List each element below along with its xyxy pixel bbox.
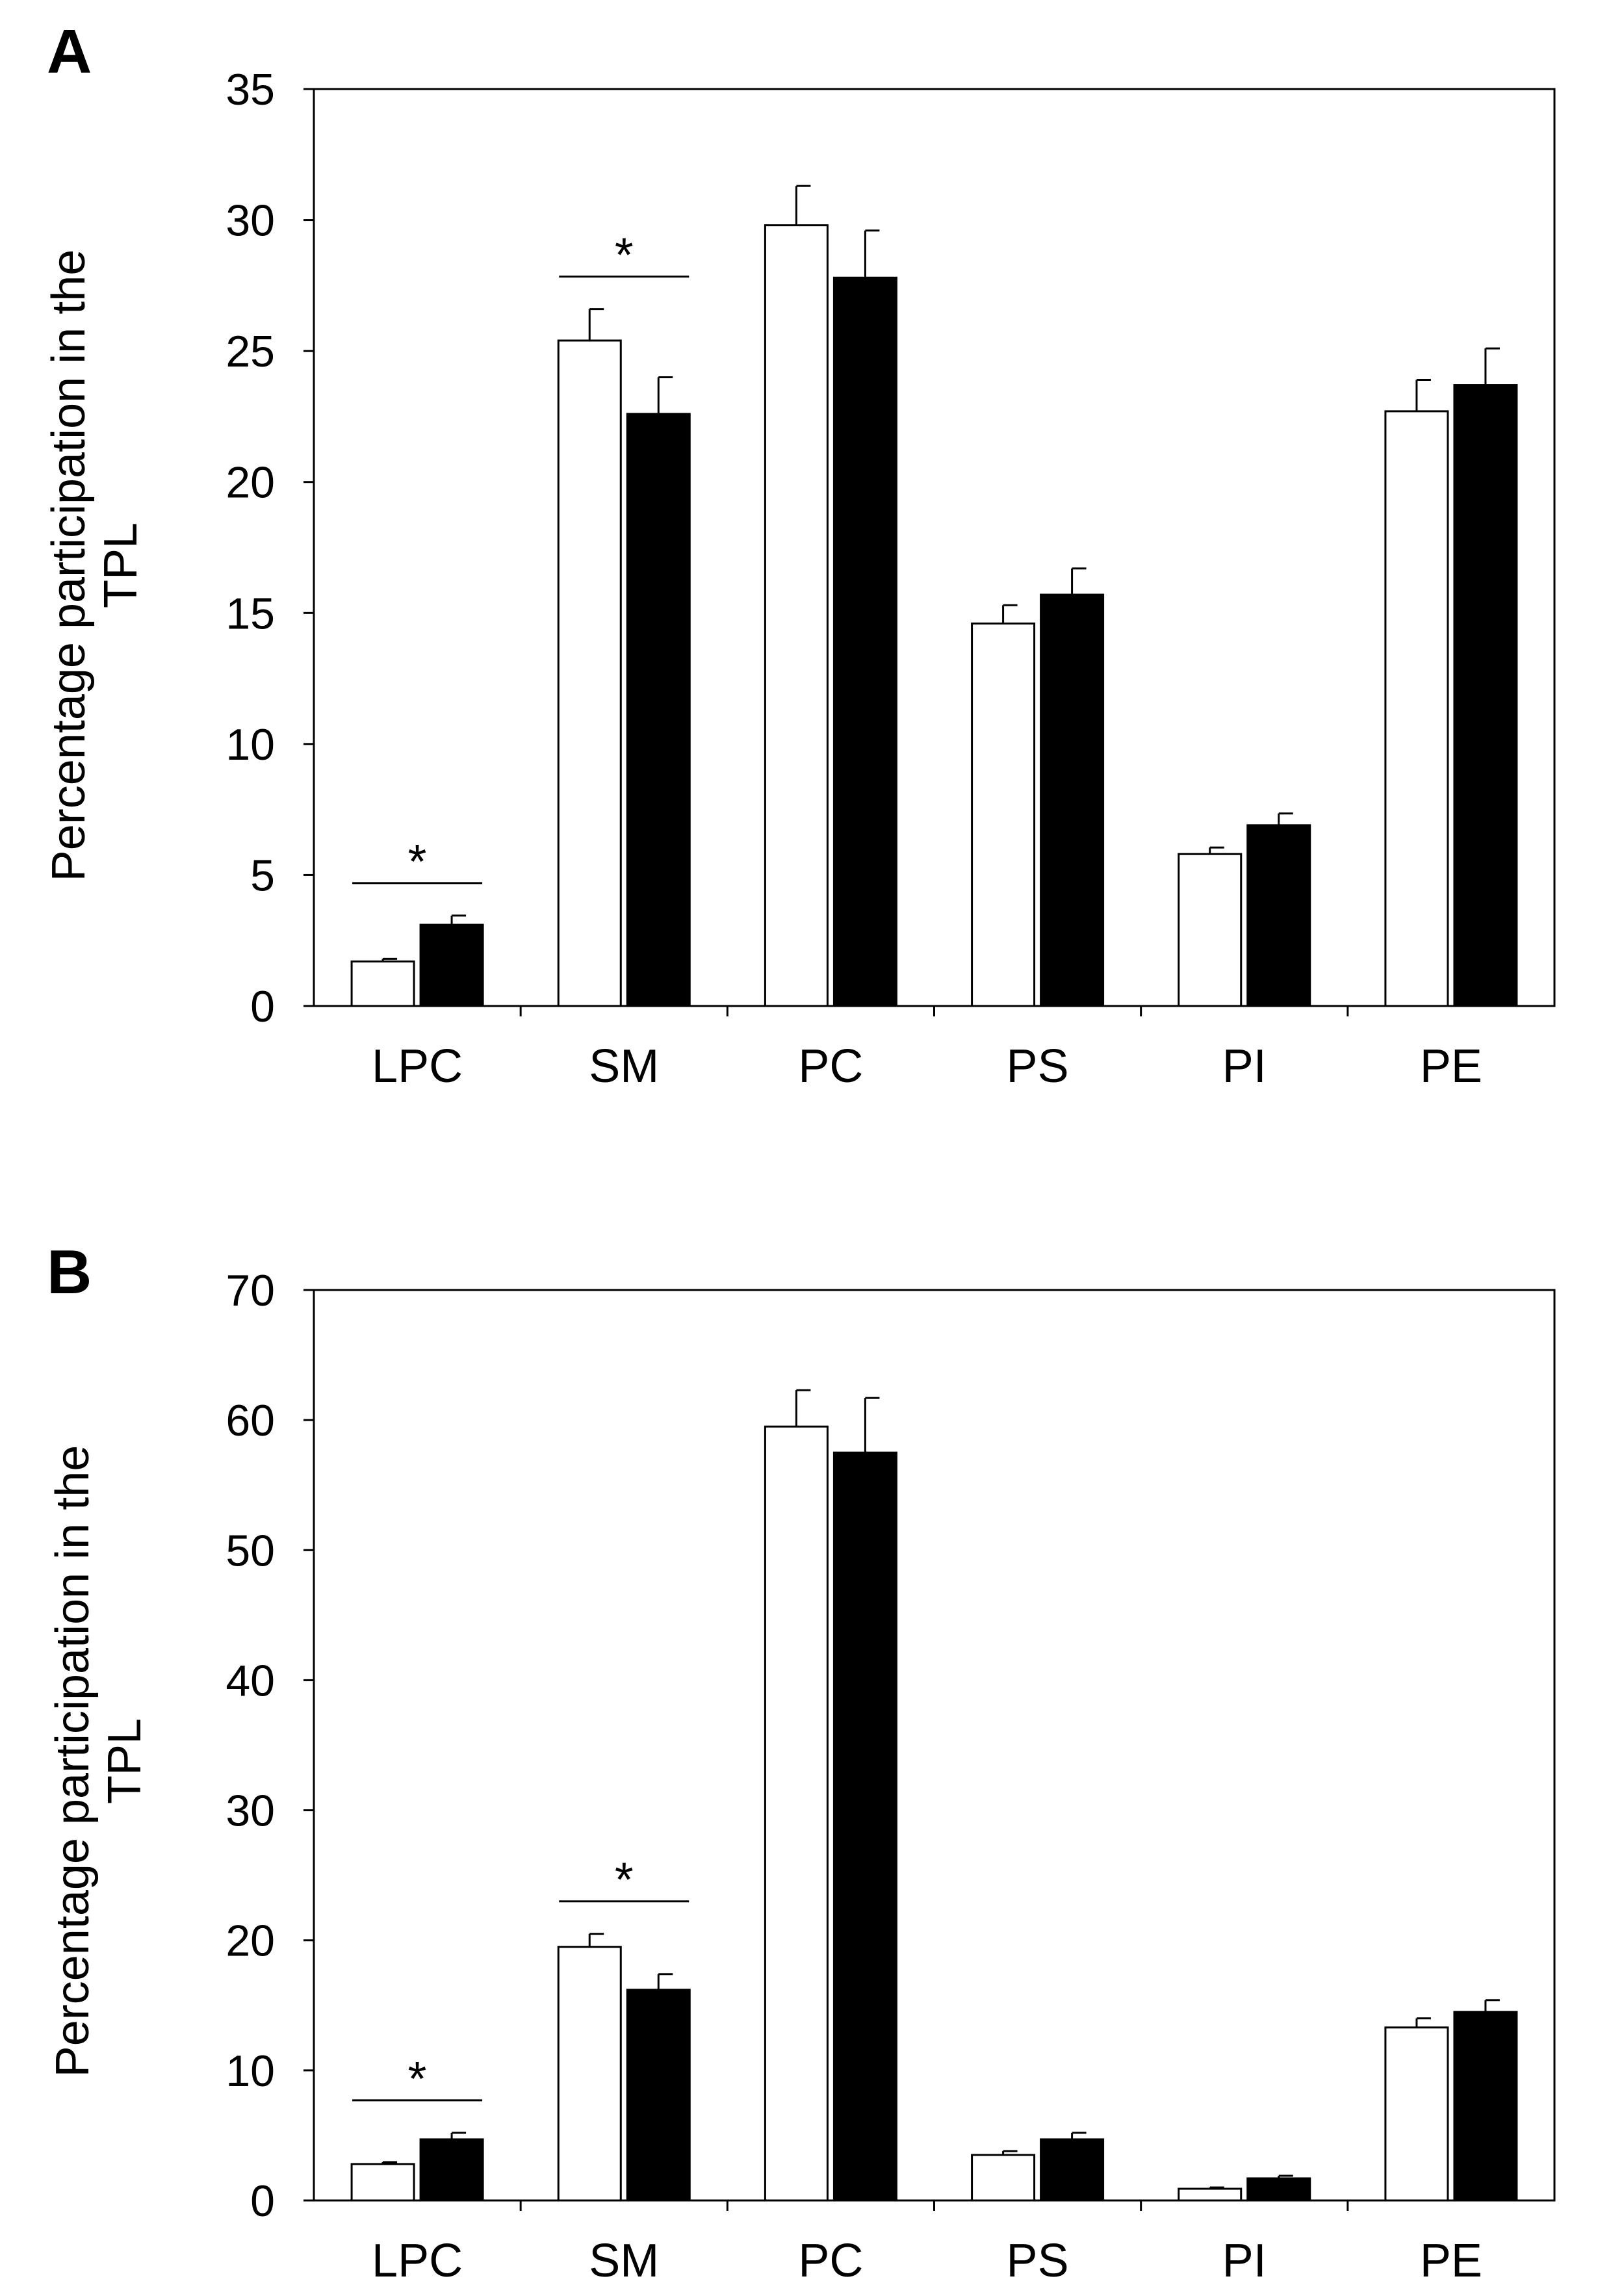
y-tick-label: 20 (226, 458, 275, 508)
y-axis-title: Percentage participation in the (43, 250, 95, 882)
plot-frame (313, 1289, 1556, 2202)
bar-filled (832, 276, 897, 1007)
bar-filled (626, 413, 691, 1007)
category-label: PS (1007, 1040, 1069, 1092)
bar-open (350, 960, 415, 1007)
bar-open (1178, 853, 1243, 1007)
panel-label-b: B (47, 1237, 92, 1307)
y-axis-title: TPL (95, 522, 147, 608)
bar-filled (1453, 2011, 1518, 2202)
bar-filled (1040, 2138, 1105, 2202)
category-label: PS (1007, 2235, 1069, 2287)
bar-open (557, 339, 622, 1007)
panel-a: A 0 5 10 15 20 25 30 35 Percentage participation… (43, 17, 1556, 1092)
significance-star: * (615, 228, 634, 282)
bar-open (764, 224, 829, 1007)
y-tick-label: 0 (250, 2176, 275, 2226)
bar-open (764, 1425, 829, 2202)
category-label: PE (1420, 1040, 1482, 1092)
y-tick-label: 5 (250, 851, 275, 900)
bar-filled (626, 1989, 691, 2202)
bar-open (971, 2154, 1036, 2202)
bar-filled (1246, 2177, 1311, 2202)
panel-b: B 0 10 20 30 40 50 60 70 Percentage participatio… (47, 1237, 1556, 2287)
bar-filled (1040, 593, 1105, 1007)
category-label: SM (589, 2235, 659, 2287)
category-label: PI (1222, 1040, 1267, 1092)
bar-open (1384, 2026, 1449, 2202)
y-tick-label: 60 (226, 1396, 275, 1445)
bar-filled (419, 923, 484, 1007)
y-tick-label: 10 (226, 2046, 275, 2096)
y-tick-label: 25 (226, 327, 275, 376)
y-tick-label: 10 (226, 720, 275, 769)
bar-open (350, 2163, 415, 2202)
significance-star: * (615, 1853, 634, 1907)
bar-filled (419, 2138, 484, 2202)
y-tick-label: 30 (226, 196, 275, 246)
category-label: PC (798, 1040, 863, 1092)
category-label: LPC (372, 1040, 463, 1092)
bar-open (1178, 2187, 1243, 2202)
y-tick-label: 0 (250, 982, 275, 1031)
significance-star: * (408, 834, 427, 888)
category-label: PI (1222, 2235, 1267, 2287)
bar-filled (832, 1451, 897, 2202)
panel-label-a: A (47, 17, 92, 86)
bar-open (557, 1946, 622, 2202)
y-tick-label: 20 (226, 1916, 275, 1966)
category-label: PE (1420, 2235, 1482, 2287)
y-tick-label: 50 (226, 1526, 275, 1575)
category-label: PC (798, 2235, 863, 2287)
plot-frame (313, 88, 1556, 1007)
y-tick-label: 70 (226, 1266, 275, 1315)
y-tick-label: 30 (226, 1786, 275, 1836)
category-label: LPC (372, 2235, 463, 2287)
y-tick-label: 40 (226, 1656, 275, 1705)
bar-filled (1453, 384, 1518, 1007)
y-axis-title: TPL (99, 1718, 151, 1804)
y-axis-title: Percentage participation in the (47, 1445, 99, 2078)
category-label: SM (589, 1040, 659, 1092)
y-tick-label: 15 (226, 589, 275, 638)
y-tick-label: 35 (226, 65, 275, 114)
bar-filled (1246, 824, 1311, 1007)
bar-open (971, 622, 1036, 1007)
bar-open (1384, 410, 1449, 1007)
significance-star: * (408, 2052, 427, 2106)
